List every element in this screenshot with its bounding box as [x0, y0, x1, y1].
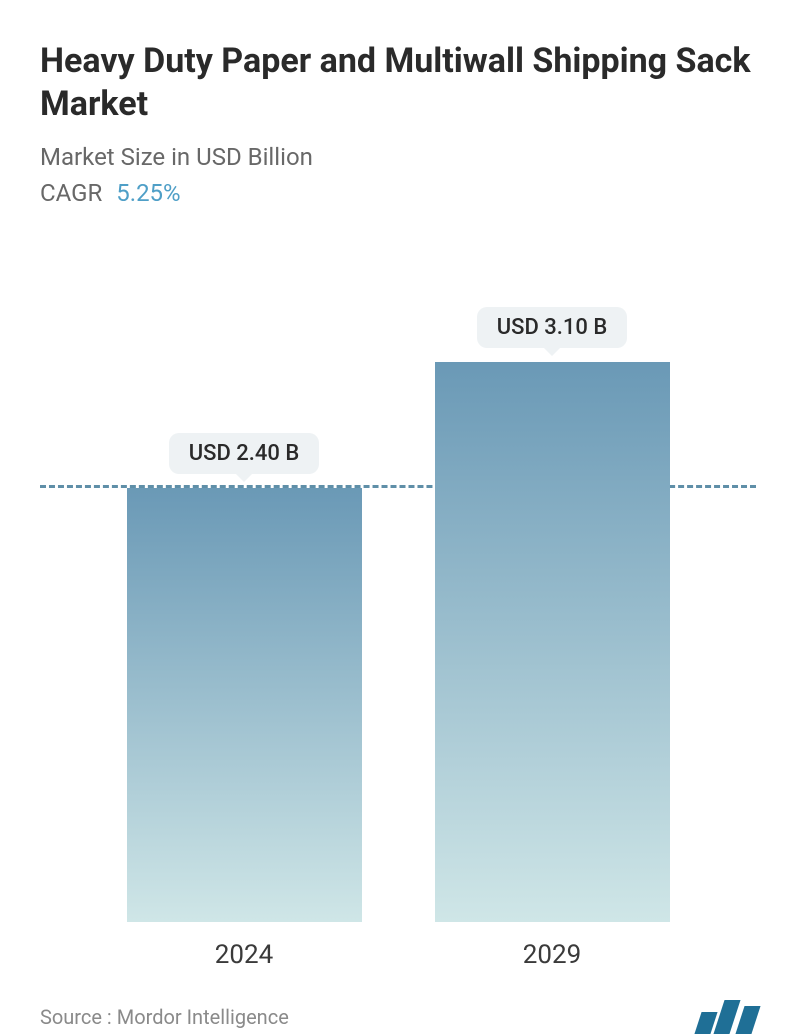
cagr-label: CAGR — [40, 179, 102, 207]
chart-container: Heavy Duty Paper and Multiwall Shipping … — [0, 0, 796, 1034]
brand-logo-icon — [698, 1000, 756, 1034]
chart-title: Heavy Duty Paper and Multiwall Shipping … — [40, 40, 756, 125]
chart-footer: Source : Mordor Intelligence — [40, 970, 756, 1034]
cagr-value: 5.25% — [116, 179, 180, 207]
value-pill: USD 2.40 B — [169, 433, 320, 474]
chart-plot-area: USD 2.40 B USD 3.10 B — [40, 247, 756, 922]
bar-group: USD 2.40 B — [127, 433, 362, 922]
chart-subtitle: Market Size in USD Billion — [40, 143, 756, 171]
x-axis-label: 2024 — [127, 940, 362, 970]
cagr-row: CAGR 5.25% — [40, 179, 756, 207]
bar — [435, 362, 670, 922]
bar-group: USD 3.10 B — [435, 307, 670, 922]
x-axis-labels: 2024 2029 — [40, 922, 756, 970]
source-text: Source : Mordor Intelligence — [40, 1005, 289, 1029]
bar — [127, 488, 362, 922]
value-pill: USD 3.10 B — [477, 307, 628, 348]
logo-bar-icon — [735, 1006, 760, 1034]
x-axis-label: 2029 — [435, 940, 670, 970]
